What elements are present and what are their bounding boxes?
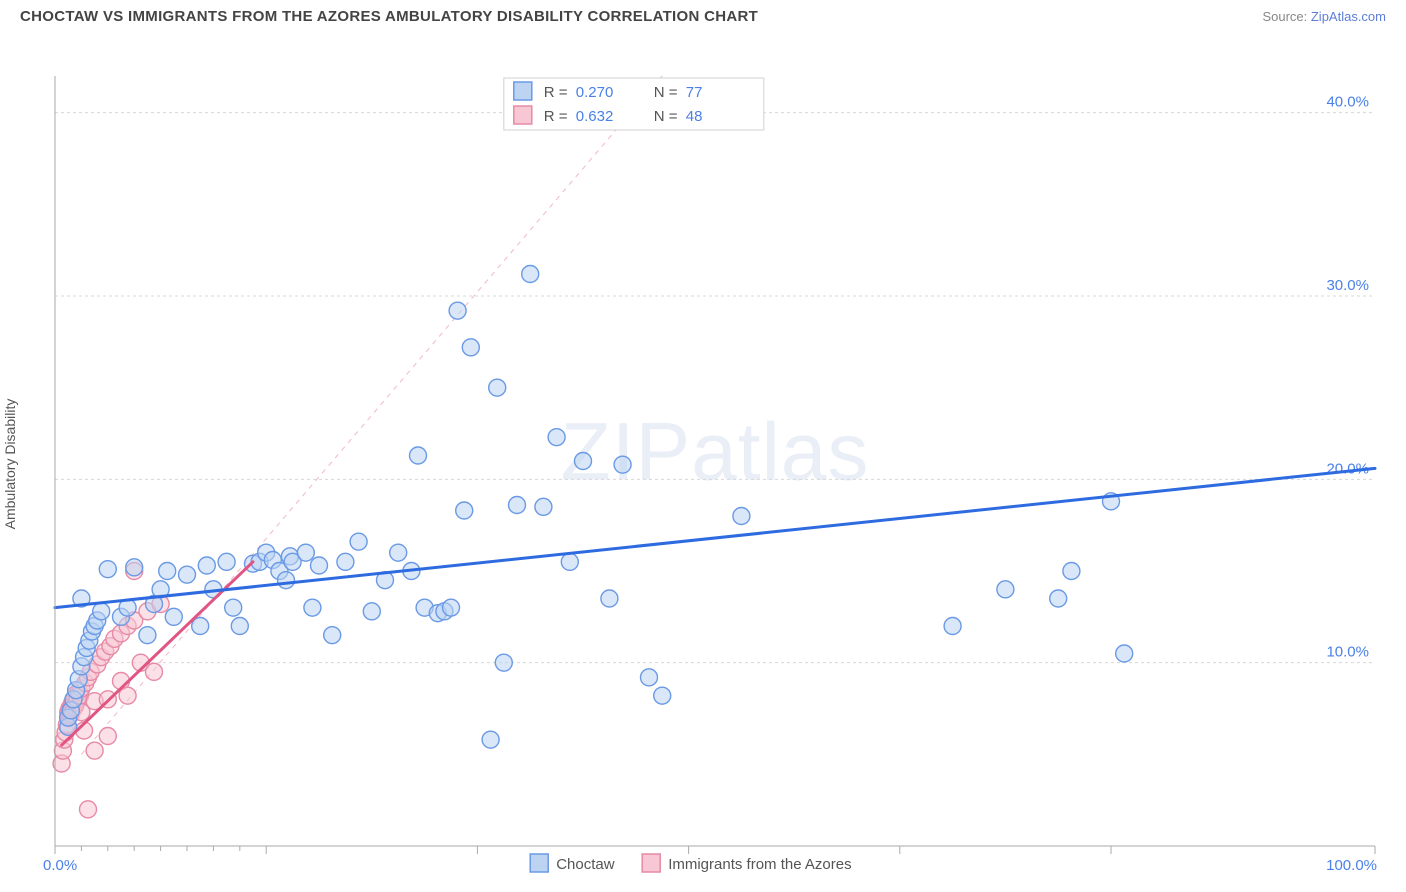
data-point: [443, 599, 460, 616]
y-tick-label: 40.0%: [1326, 94, 1369, 111]
data-point: [324, 627, 341, 644]
x-tick-label: 100.0%: [1326, 857, 1377, 874]
data-point: [489, 379, 506, 396]
data-point: [80, 801, 97, 818]
chart-area: Ambulatory Disability ZIPatlas10.0%20.0%…: [0, 36, 1406, 892]
legend-r-value: 0.270: [576, 84, 614, 101]
data-point: [410, 447, 427, 464]
data-point: [231, 618, 248, 635]
data-point: [297, 544, 314, 561]
data-point: [225, 599, 242, 616]
data-point: [456, 502, 473, 519]
data-point: [99, 561, 116, 578]
data-point: [1063, 563, 1080, 580]
source-link[interactable]: ZipAtlas.com: [1311, 9, 1386, 24]
data-point: [601, 590, 618, 607]
legend-series-label: Choctaw: [556, 856, 615, 873]
data-point: [614, 456, 631, 473]
data-point: [462, 339, 479, 356]
data-point: [146, 663, 163, 680]
data-point: [654, 687, 671, 704]
legend-r-label: R =: [544, 84, 568, 101]
legend-swatch: [642, 854, 660, 872]
data-point: [363, 603, 380, 620]
chart-title: CHOCTAW VS IMMIGRANTS FROM THE AZORES AM…: [20, 8, 758, 25]
data-point: [733, 508, 750, 525]
data-point: [390, 544, 407, 561]
data-point: [535, 498, 552, 515]
legend-r-label: R =: [544, 108, 568, 125]
data-point: [1050, 590, 1067, 607]
data-point: [944, 618, 961, 635]
y-tick-label: 10.0%: [1326, 644, 1369, 661]
data-point: [278, 572, 295, 589]
source-prefix: Source:: [1262, 9, 1310, 24]
data-point: [1116, 645, 1133, 662]
data-point: [218, 553, 235, 570]
data-point: [482, 731, 499, 748]
data-point: [350, 533, 367, 550]
data-point: [495, 654, 512, 671]
data-point: [337, 553, 354, 570]
legend-swatch: [530, 854, 548, 872]
data-point: [159, 563, 176, 580]
watermark: ZIPatlas: [561, 406, 870, 497]
y-axis-label: Ambulatory Disability: [2, 399, 18, 530]
legend-n-label: N =: [654, 108, 678, 125]
data-point: [139, 627, 156, 644]
data-point: [548, 429, 565, 446]
legend-swatch: [514, 82, 532, 100]
legend-n-value: 48: [686, 108, 703, 125]
legend-n-value: 77: [686, 84, 703, 101]
data-point: [561, 553, 578, 570]
legend-n-label: N =: [654, 84, 678, 101]
data-point: [311, 557, 328, 574]
legend-series-label: Immigrants from the Azores: [668, 856, 851, 873]
chart-header: CHOCTAW VS IMMIGRANTS FROM THE AZORES AM…: [0, 0, 1406, 29]
data-point: [198, 557, 215, 574]
data-point: [522, 266, 539, 283]
x-tick-label: 0.0%: [43, 857, 77, 874]
data-point: [641, 669, 658, 686]
scatter-chart-svg: ZIPatlas10.0%20.0%30.0%40.0%0.0%100.0%R …: [0, 36, 1406, 892]
chart-source: Source: ZipAtlas.com: [1262, 9, 1386, 24]
data-point: [126, 559, 143, 576]
data-point: [997, 581, 1014, 598]
legend-stats-box: [504, 78, 764, 130]
data-point: [509, 497, 526, 514]
y-tick-label: 30.0%: [1326, 277, 1369, 294]
legend-swatch: [514, 106, 532, 124]
data-point: [575, 453, 592, 470]
data-point: [93, 603, 110, 620]
data-point: [86, 742, 103, 759]
data-point: [99, 728, 116, 745]
data-point: [165, 608, 182, 625]
legend-r-value: 0.632: [576, 108, 614, 125]
data-point: [304, 599, 321, 616]
data-point: [449, 302, 466, 319]
data-point: [179, 566, 196, 583]
